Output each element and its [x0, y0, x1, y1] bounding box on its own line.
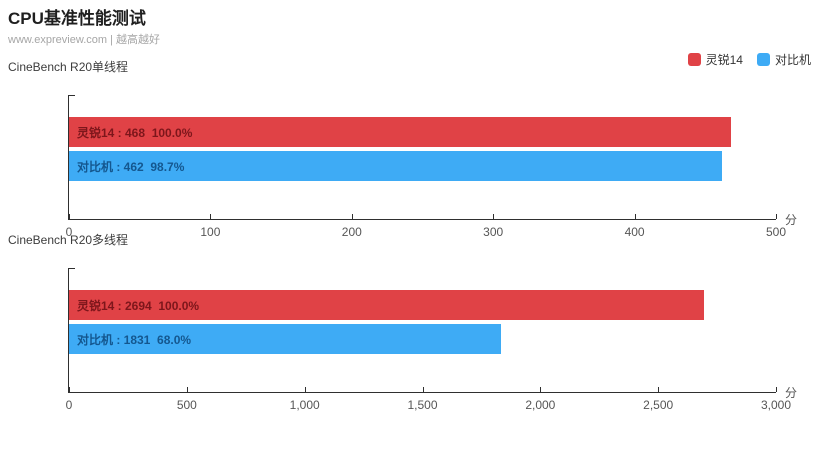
- bar-group: 灵锐14 : 468 100.0% 对比机 : 462 98.7%: [69, 95, 776, 181]
- x-axis-tick: [304, 387, 306, 392]
- chart-section-1: CineBench R20单线程灵锐14 : 468 100.0% 对比机 : 4…: [8, 60, 837, 239]
- page-title: CPU基准性能测试: [8, 9, 146, 28]
- x-axis-tick-label: 100: [200, 225, 221, 239]
- bar-灵锐14: 灵锐14 : 2694 100.0%: [69, 290, 704, 320]
- x-axis-tick: [186, 387, 188, 392]
- legend-item-label: 对比机: [774, 53, 811, 67]
- x-axis-tick: [69, 214, 70, 219]
- chart-title: CineBench R20单线程: [8, 60, 129, 74]
- x-axis-tick: [422, 387, 424, 392]
- chart-section-2: CineBench R20多线程灵锐14 : 2694 100.0% 对比机 : …: [8, 233, 837, 412]
- x-axis: 0 100 200 300 400 500 分: [66, 213, 797, 239]
- x-axis-tick-label: 300: [483, 225, 504, 239]
- x-axis-tick-label: 0: [65, 225, 73, 239]
- x-axis-tick-label: 2,000: [525, 398, 556, 412]
- plot-area: 灵锐14 : 2694 100.0% 对比机 : 1831 68.0% 0 500 1,…: [66, 268, 797, 412]
- legend-item-1[interactable]: 灵锐14: [687, 51, 743, 68]
- x-axis-tick-label: 1,000: [289, 398, 320, 412]
- x-axis-tick: [351, 214, 353, 219]
- x-axis-tick-label: 200: [341, 225, 362, 239]
- bar-value-label: 灵锐14 : 468 100.0%: [77, 125, 193, 140]
- legend-color-swatch: [756, 53, 770, 66]
- x-axis-tick-label: 2,500: [643, 398, 674, 412]
- bar-灵锐14: 灵锐14 : 468 100.0%: [69, 117, 731, 147]
- x-axis-unit-label: 分: [785, 213, 798, 227]
- bar-对比机: 对比机 : 1831 68.0%: [69, 324, 501, 354]
- x-axis-tick: [540, 387, 542, 392]
- plot-area: 灵锐14 : 468 100.0% 对比机 : 462 98.7% 0 100 200 3…: [66, 95, 797, 239]
- chart-title: CineBench R20多线程: [8, 233, 129, 247]
- page-subtitle: www.expreview.com | 越高越好: [8, 34, 161, 46]
- x-axis-tick-label: 1,500: [407, 398, 438, 412]
- x-axis-tick-label: 3,000: [760, 398, 792, 412]
- x-axis-tick: [658, 387, 660, 392]
- bar-group: 灵锐14 : 2694 100.0% 对比机 : 1831 68.0%: [69, 268, 776, 354]
- bar-value-label: 灵锐14 : 2694 100.0%: [77, 298, 200, 313]
- x-axis-tick: [634, 214, 636, 219]
- charts-container: CineBench R20单线程灵锐14 : 468 100.0% 对比机 : 4…: [8, 60, 837, 412]
- x-axis: 0 500 1,000 1,500 2,000 2,500 3,000 分: [66, 386, 797, 412]
- x-axis-tick: [776, 387, 777, 392]
- x-axis-tick-label: 400: [624, 225, 645, 239]
- legend-item-label: 灵锐14: [705, 53, 743, 67]
- x-axis-tick: [493, 214, 495, 219]
- x-axis-tick: [69, 387, 70, 392]
- x-axis-tick-label: 500: [765, 225, 787, 239]
- legend-color-swatch: [687, 53, 701, 66]
- x-axis-tick-label: 0: [65, 398, 73, 412]
- bar-对比机: 对比机 : 462 98.7%: [69, 151, 723, 181]
- x-axis-tick: [210, 214, 212, 219]
- bar-value-label: 对比机 : 462 98.7%: [77, 159, 185, 174]
- chart-legend: 灵锐14 对比机: [687, 51, 811, 68]
- x-axis-tick-label: 500: [176, 398, 197, 412]
- x-axis-tick: [776, 214, 777, 219]
- x-axis-unit-label: 分: [785, 386, 798, 400]
- bar-value-label: 对比机 : 1831 68.0%: [77, 332, 192, 347]
- legend-item-2[interactable]: 对比机: [756, 51, 811, 68]
